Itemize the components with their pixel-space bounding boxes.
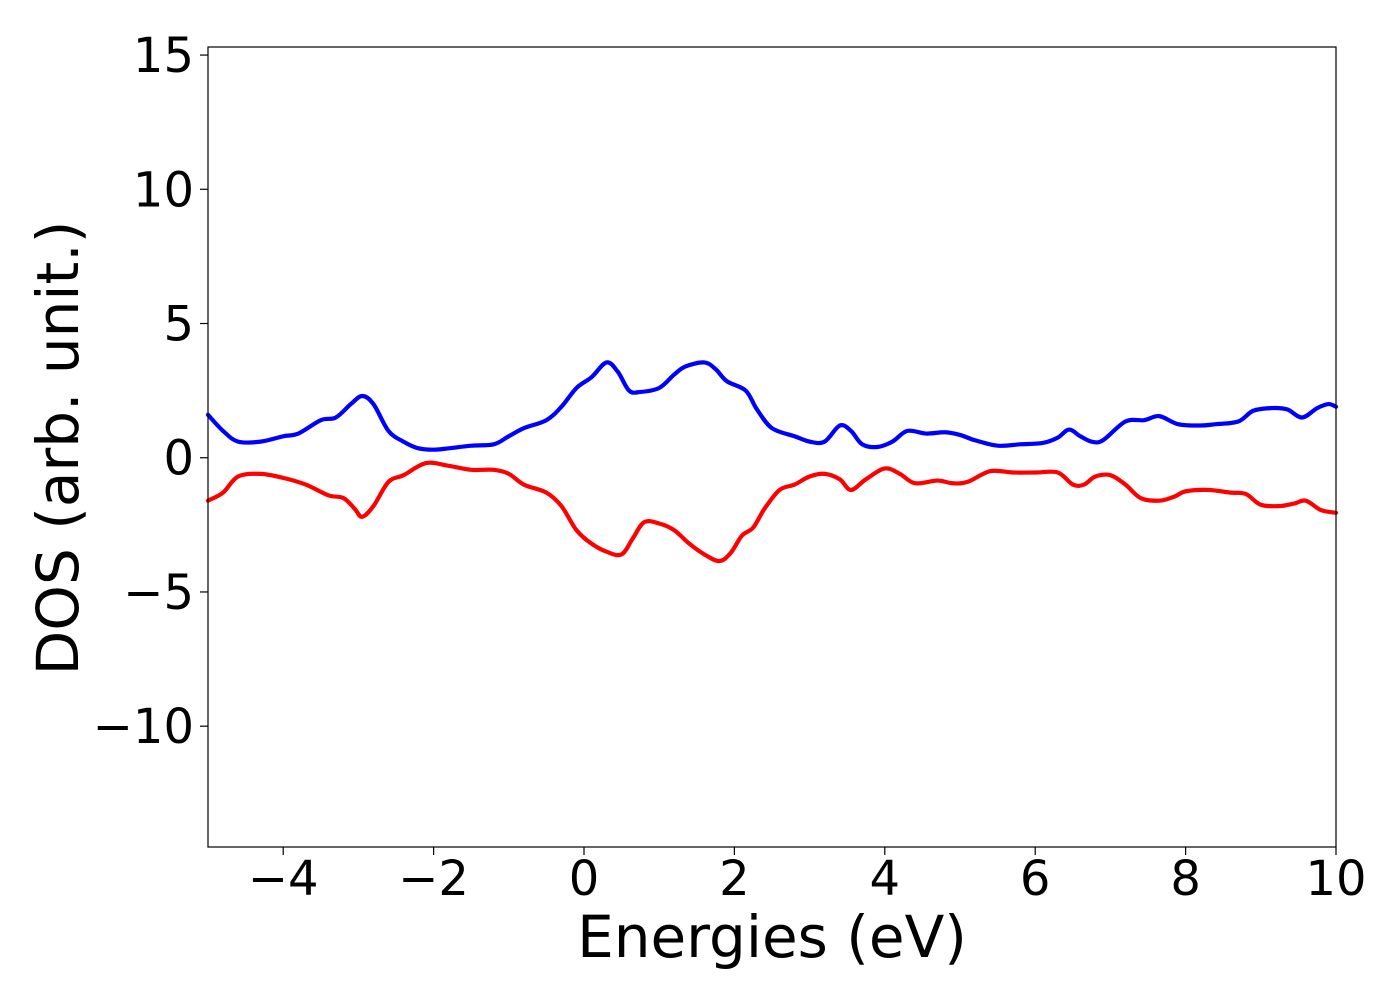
- x-tick-label: 10: [1305, 851, 1366, 907]
- y-axis-ticks: 15 10 5 0 −5 −10: [93, 28, 208, 755]
- dos-series-line-2: [205, 460, 1339, 564]
- x-axis-ticks: −4 −2 0 2 4 6 8 10: [248, 847, 1367, 907]
- x-tick-label: 2: [719, 851, 750, 907]
- x-axis-title: Energies (eV): [577, 903, 967, 971]
- plot-frame: [207, 46, 1337, 848]
- x-tick-label: 8: [1170, 851, 1201, 907]
- dos-series-line-1: [205, 360, 1339, 452]
- x-tick-label: −2: [398, 851, 469, 907]
- y-tick-label: 5: [163, 297, 194, 353]
- x-tick-label: 4: [870, 851, 901, 907]
- y-tick-label: −10: [93, 699, 194, 755]
- series-layer: [205, 360, 1339, 564]
- y-tick-label: 0: [163, 431, 194, 487]
- y-tick-label: −5: [123, 565, 194, 621]
- y-tick-label: 10: [133, 162, 194, 218]
- x-tick-label: 6: [1020, 851, 1051, 907]
- y-axis-title: DOS (arb. unit.): [24, 221, 92, 676]
- y-tick-label: 15: [133, 28, 194, 84]
- x-tick-label: 0: [569, 851, 600, 907]
- x-tick-label: −4: [248, 851, 319, 907]
